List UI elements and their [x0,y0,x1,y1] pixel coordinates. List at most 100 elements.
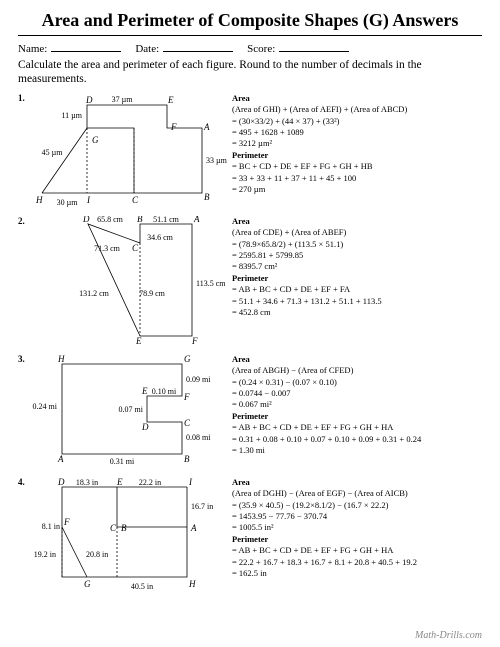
figure-4: 18.3 in 22.2 in 16.7 in 8.1 in 19.2 in 2… [32,477,232,594]
figure-2: 65.8 cm 51.1 cm 34.6 cm 71.3 cm 131.2 cm… [32,216,232,348]
svg-text:G: G [84,579,91,589]
area-line: = (0.24 × 0.31) − (0.07 × 0.10) [232,377,337,387]
date-label: Date: [135,43,159,55]
name-blank [51,42,121,52]
area-line: = 0.0744 − 0.007 [232,388,290,398]
svg-text:19.2 in: 19.2 in [34,550,56,559]
perim-line: = 162.5 in [232,568,267,578]
svg-text:8.1 in: 8.1 in [42,522,60,531]
svg-text:B: B [204,192,210,202]
figure-1: 37 µm 11 µm 45 µm 33 µm 30 µm D E F A B … [32,93,232,210]
area-title: Area [232,477,250,487]
perim-line: = 33 + 33 + 11 + 37 + 11 + 45 + 100 [232,173,356,183]
svg-text:B: B [121,523,127,533]
svg-text:F: F [63,517,70,527]
svg-text:78.9 cm: 78.9 cm [139,289,166,298]
svg-text:F: F [183,392,190,402]
area-title: Area [232,354,250,364]
svg-text:D: D [85,95,93,105]
perim-line: = AB + BC + CD + DE + EF + FG + GH + HA [232,422,393,432]
svg-text:B: B [184,454,190,464]
svg-text:H: H [35,195,43,205]
svg-text:C: C [110,523,117,533]
perim-title: Perimeter [232,411,268,421]
perim-line: = BC + CD + DE + EF + FG + GH + HB [232,161,373,171]
area-line: = 495 + 1628 + 1089 [232,127,304,137]
svg-text:E: E [167,95,174,105]
svg-text:65.8 cm: 65.8 cm [97,216,124,224]
svg-text:51.1 cm: 51.1 cm [153,216,180,224]
svg-text:D: D [57,477,65,487]
svg-text:45 µm: 45 µm [42,148,64,157]
score-label: Score: [247,43,275,55]
svg-text:16.7 in: 16.7 in [191,502,213,511]
svg-text:G: G [184,354,191,364]
area-line: = (35.9 × 40.5) − (19.2×8.1/2) − (16.7 ×… [232,500,388,510]
svg-text:A: A [190,523,197,533]
problem-4: 4. 18.3 in 22.2 in 16.7 in 8.1 in 19.2 i… [18,477,482,594]
work-4: Area (Area of DGHI) − (Area of EGF) − (A… [232,477,482,594]
svg-text:A: A [57,454,64,464]
svg-text:F: F [191,336,198,346]
instruction: Calculate the area and perimeter of each… [18,59,482,87]
figure-2-svg: 65.8 cm 51.1 cm 34.6 cm 71.3 cm 131.2 cm… [32,216,232,346]
svg-text:H: H [188,579,196,589]
perim-line: = 270 µm [232,184,265,194]
figure-1-svg: 37 µm 11 µm 45 µm 33 µm 30 µm D E F A B … [32,93,232,208]
problem-2: 2. 65.8 cm 51.1 cm 34.6 cm 71.3 cm 131.2… [18,216,482,348]
svg-text:37 µm: 37 µm [112,95,134,104]
work-2: Area (Area of CDE) + (Area of ABEF) = (7… [232,216,482,348]
svg-text:B: B [137,216,143,224]
area-line: (Area of GHI) + (Area of AEFI) + (Area o… [232,104,407,114]
svg-text:I: I [86,195,91,205]
area-line: = 0.067 mi² [232,399,272,409]
area-line: (Area of DGHI) − (Area of EGF) − (Area o… [232,488,408,498]
svg-text:C: C [184,418,191,428]
problem-3: 3. 0.24 mi 0.31 mi 0.09 mi 0.10 mi 0.07 … [18,354,482,471]
area-line: = 8395.7 cm² [232,261,277,271]
svg-text:C: C [132,243,139,253]
svg-text:0.31 mi: 0.31 mi [110,457,135,466]
area-line: = (78.9×65.8/2) + (113.5 × 51.1) [232,239,343,249]
problem-number: 4. [18,477,32,594]
page-title: Area and Perimeter of Composite Shapes (… [18,10,482,36]
perim-title: Perimeter [232,273,268,283]
svg-text:71.3 cm: 71.3 cm [94,244,121,253]
svg-text:0.08 mi: 0.08 mi [186,433,211,442]
svg-text:113.5 cm: 113.5 cm [196,279,226,288]
area-title: Area [232,93,250,103]
footer: Math-Drills.com [415,630,482,641]
figure-3: 0.24 mi 0.31 mi 0.09 mi 0.10 mi 0.07 mi … [32,354,232,471]
problem-number: 2. [18,216,32,348]
svg-text:F: F [170,122,177,132]
perim-line: = 51.1 + 34.6 + 71.3 + 131.2 + 51.1 + 11… [232,296,382,306]
figure-4-svg: 18.3 in 22.2 in 16.7 in 8.1 in 19.2 in 2… [32,477,232,592]
score-blank [279,42,349,52]
perim-line: = AB + BC + CD + DE + EF + FG + GH + HA [232,545,393,555]
area-line: = 3212 µm² [232,138,272,148]
work-3: Area (Area of ABGH) − (Area of CFED) = (… [232,354,482,471]
perim-line: = 1.30 mi [232,445,265,455]
svg-text:E: E [135,336,142,346]
svg-text:20.8 in: 20.8 in [86,550,108,559]
figure-3-svg: 0.24 mi 0.31 mi 0.09 mi 0.10 mi 0.07 mi … [32,354,232,469]
svg-text:A: A [193,216,200,224]
svg-text:0.24 mi: 0.24 mi [33,402,58,411]
svg-text:G: G [92,135,99,145]
svg-text:22.2 in: 22.2 in [139,478,161,487]
problem-number: 3. [18,354,32,471]
svg-text:H: H [57,354,65,364]
svg-text:C: C [132,195,139,205]
svg-text:40.5 in: 40.5 in [131,582,153,591]
perim-line: = 0.31 + 0.08 + 0.10 + 0.07 + 0.10 + 0.0… [232,434,421,444]
area-line: (Area of ABGH) − (Area of CFED) [232,365,353,375]
svg-text:D: D [82,216,90,224]
svg-text:0.07 mi: 0.07 mi [119,405,144,414]
svg-text:D: D [141,422,149,432]
meta-row: Name: Date: Score: [18,42,482,55]
problem-1: 1. 37 µm 11 µm 45 µm 33 µm 30 µm D E F A… [18,93,482,210]
perim-title: Perimeter [232,534,268,544]
area-line: = (30×33/2) + (44 × 37) + (33²) [232,116,340,126]
area-line: = 1005.5 in² [232,522,274,532]
area-title: Area [232,216,250,226]
